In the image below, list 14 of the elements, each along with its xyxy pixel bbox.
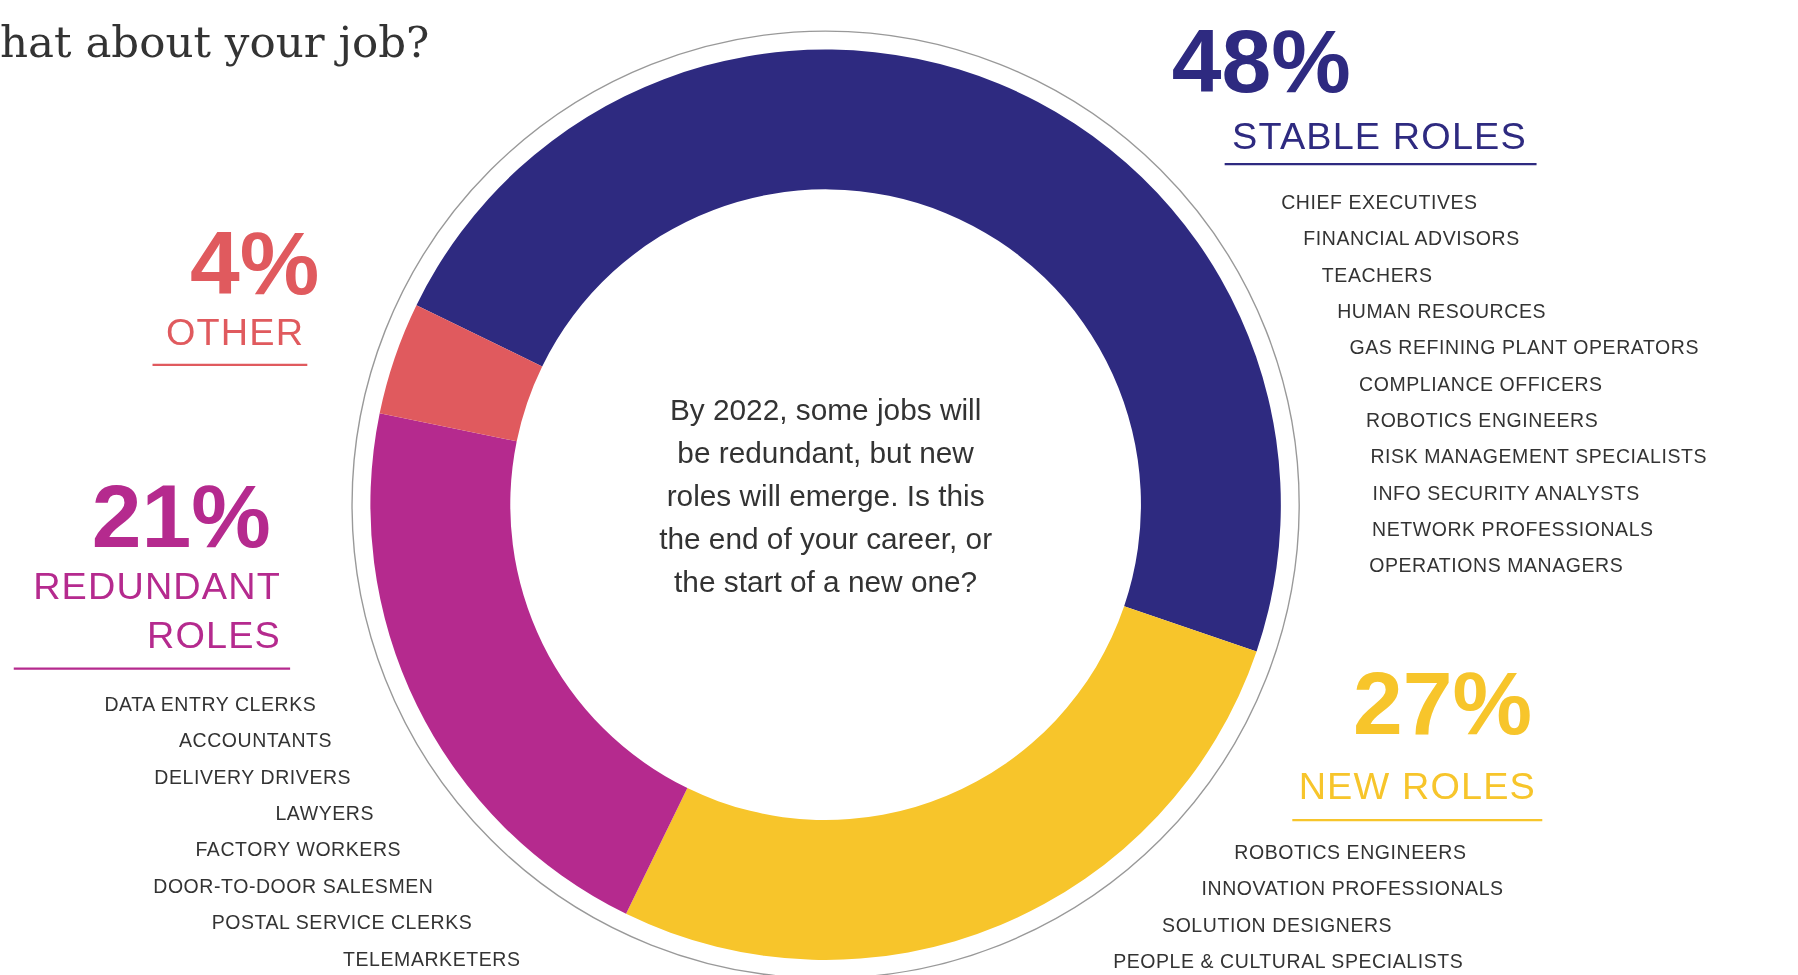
text: DATA ENTRY CLERKS ACCOUNTANTS DELIVERY DRIVERS LAWYERS FACTORY WORKERS DOOR-TO-DOOR SALESMEN POSTAL SERVICE CLERKS TELEMARKETERS [104,693,521,970]
text: By 2022, some jobs will be redundant, but new roles will emerge. Is this the end of your career, or the start of a new one? [659,392,993,598]
donut-slice [379,305,543,442]
chart-title: hat about your job? [0,17,430,68]
text: ROBOTICS ENGINEERS INNOVATION PROFESSIONALS SOLUTION DESIGNERS PEOPLE & CULTURAL SPECIALISTS [1113,841,1504,973]
slice-label: OTHER [166,311,305,354]
data-label: 27% [1353,653,1533,754]
text: CHIEF EXECUTIVES FINANCIAL ADVISORS TEACHERS HUMAN RESOURCES GAS REFINING PLANT OPERATORS COMPLIANCE OFFICERS ROBOTICS ENGINEERS RISK MANAGEMENT SPECIALISTS INFO SECURITY ANALYSTS NETWORK PROFESSIONALS OPERATIONS MANAGERS [1281,190,1708,577]
slice-label: NEW ROLES [1298,765,1536,808]
slice-label: STABLE ROLES [1232,115,1527,158]
slice-label: REDUNDANT ROLES [33,564,281,657]
data-label: 48% [1171,10,1351,111]
data-label: 21% [91,466,271,567]
data-label: 4% [189,212,320,313]
